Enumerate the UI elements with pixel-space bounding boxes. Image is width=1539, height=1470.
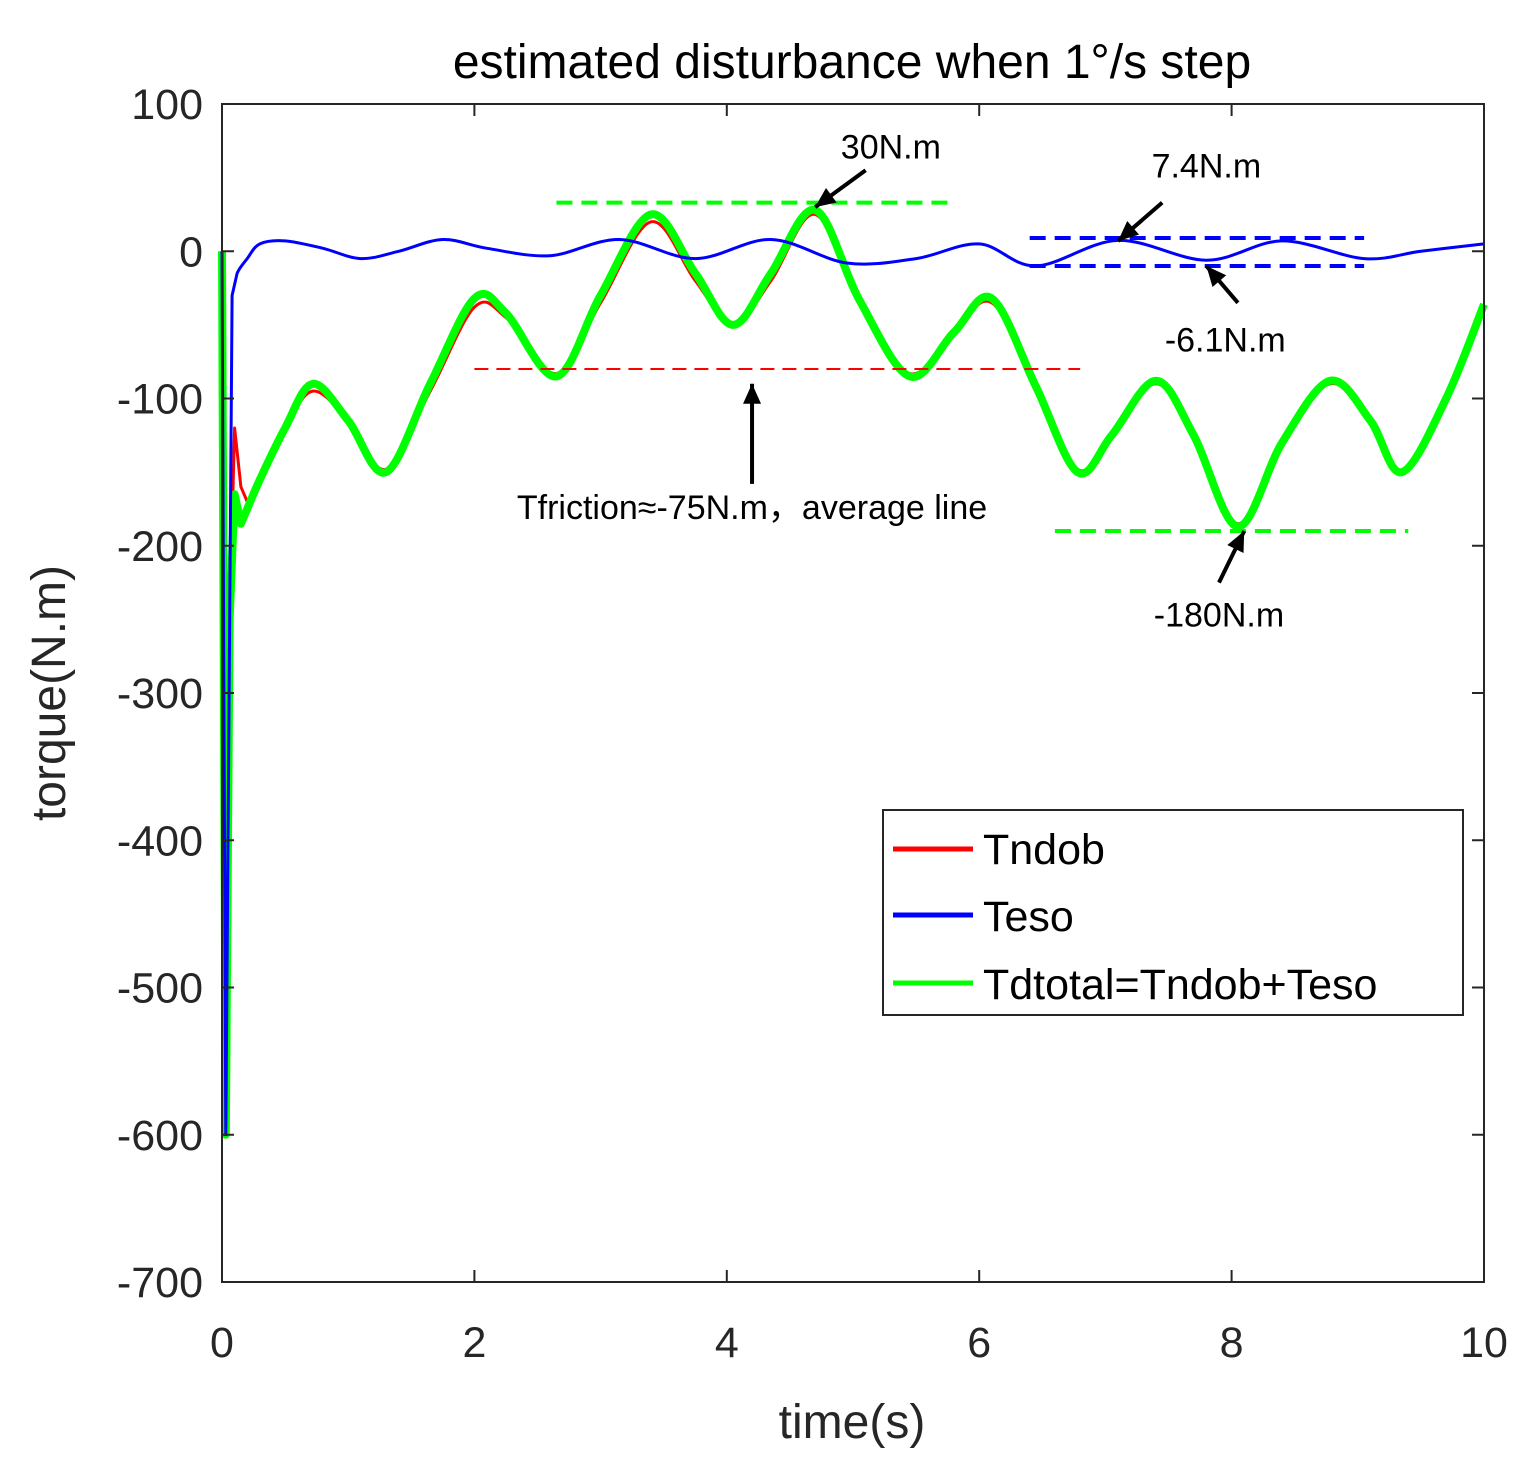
annotation-text: Tfriction≈-75N.m，average line (517, 489, 987, 527)
annotation-text: 7.4N.m (1152, 148, 1262, 186)
legend-box (882, 809, 1464, 1016)
x-tick-label: 8 (1220, 1319, 1244, 1367)
series-line-teso (220, 237, 1485, 1137)
annotation-arrow-head (1206, 265, 1227, 288)
y-tick-label: -600 (117, 1112, 203, 1160)
axis-ticks: 0 2 4 6 8 10 100 0 -100 -200 -300 -400 -500 -600 -700 (117, 81, 1508, 1367)
x-tick-label: 2 (462, 1319, 486, 1367)
legend-label-teso: Teso (983, 893, 1074, 941)
annotation-text: 30N.m (841, 128, 941, 166)
y-tick-label: -300 (117, 670, 203, 718)
annotation-arrow-head (743, 383, 762, 404)
x-tick-label: 6 (967, 1319, 991, 1367)
x-tick-label: 10 (1460, 1319, 1508, 1367)
annotation-arrow-head (1118, 221, 1140, 241)
y-tick-label: -500 (117, 965, 203, 1013)
legend-label-tndob: Tndob (983, 826, 1105, 874)
series-layer (218, 205, 1488, 1139)
y-tick-label: 0 (179, 228, 203, 276)
reference-lines (474, 200, 1409, 534)
chart-title: estimated disturbance when 1°/s step (453, 36, 1251, 89)
y-tick-label: -400 (117, 817, 203, 865)
annotation-text: -180N.m (1154, 597, 1284, 635)
y-tick-label: 100 (131, 81, 203, 129)
y-tick-label: -700 (117, 1259, 203, 1307)
annotations: 30N.m 7.4N.m -6.1N.m Tfriction≈-75N.m，avera… (517, 128, 1286, 634)
x-tick-label: 4 (715, 1319, 739, 1367)
annotation-arrow-head (815, 188, 837, 208)
x-axis-label: time(s) (779, 1396, 926, 1449)
legend: Tndob Teso Tdtotal=Tndob+Teso (882, 809, 1464, 1016)
y-tick-label: -100 (117, 376, 203, 424)
x-tick-label: 0 (210, 1319, 234, 1367)
y-tick-label: -200 (117, 523, 203, 571)
y-axis-label: torque(N.m) (23, 565, 76, 821)
legend-label-tdtotal: Tdtotal=Tndob+Teso (983, 961, 1377, 1009)
annotation-text: -6.1N.m (1165, 321, 1286, 359)
annotation-arrow-head (1227, 531, 1245, 553)
